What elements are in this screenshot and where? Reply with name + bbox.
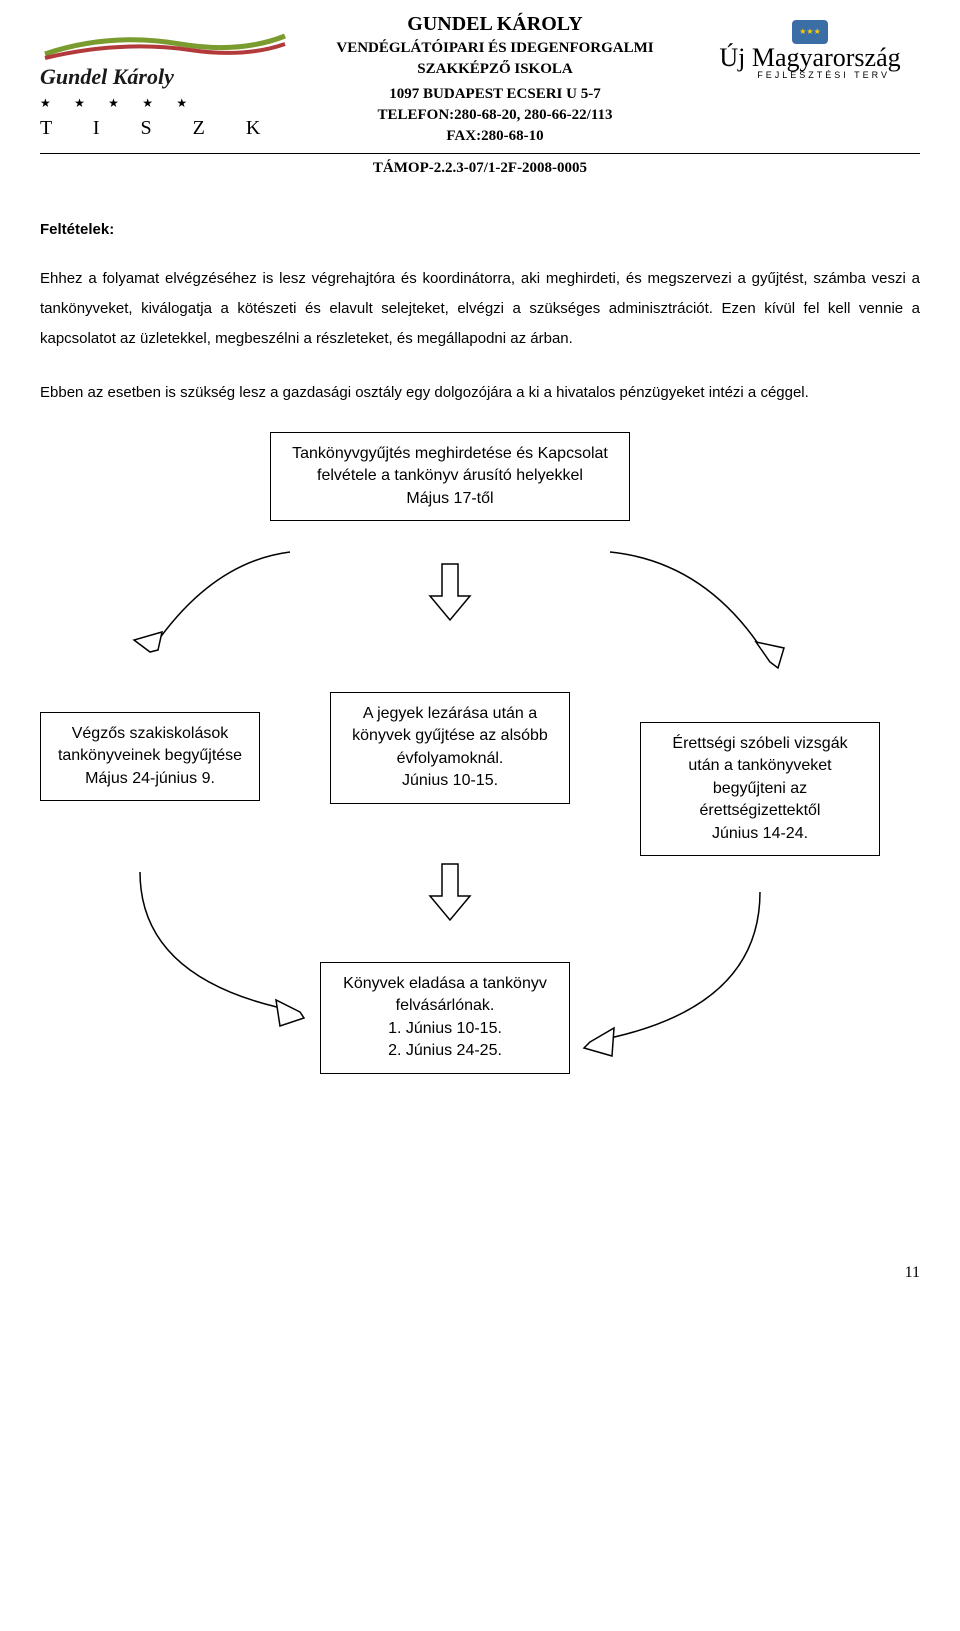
paragraph-1: Ehhez a folyamat elvégzéséhez is lesz vé… [40, 264, 920, 354]
header-subtitle-2: SZAKKÉPZŐ ISKOLA [300, 59, 690, 80]
flow-box-bottom: Könyvek eladása a tankönyv felvásárlónak… [320, 962, 570, 1074]
flow-box-top: Tankönyvgyűjtés meghirdetése és Kapcsola… [270, 432, 630, 521]
header-phone: TELEFON:280-68-20, 280-66-22/113 [300, 105, 690, 126]
logo-left-name: Gundel Károly [40, 62, 290, 93]
tamop-code: TÁMOP-2.2.3-07/1-2F-2008-0005 [40, 158, 920, 179]
arrow-down-2-icon [428, 862, 472, 922]
logo-right-script: Új Magyarország [700, 46, 920, 69]
header-title: GUNDEL KÁROLY [300, 10, 690, 38]
arrow-down-icon [428, 562, 472, 622]
header-fax: FAX:280-68-10 [300, 126, 690, 147]
flow-box-right: Érettségi szóbeli vizsgák után a tanköny… [640, 722, 880, 856]
flowchart: Tankönyvgyűjtés meghirdetése és Kapcsola… [40, 432, 920, 1252]
eu-flag-icon [792, 20, 828, 44]
arrow-down-left-icon [100, 542, 300, 682]
page-header: Gundel Károly ★ ★ ★ ★ ★ T I S Z K GUNDEL… [40, 0, 920, 154]
flow-box-mid: A jegyek lezárása után a könyvek gyűjtés… [330, 692, 570, 804]
arrow-down-right-icon [600, 542, 820, 692]
flow-box-left: Végzős szakiskolások tankönyveinek begyű… [40, 712, 260, 801]
header-address: 1097 BUDAPEST ECSERI U 5-7 [300, 84, 690, 105]
section-title: Feltételek: [40, 219, 920, 240]
page-number: 11 [40, 1262, 920, 1284]
logo-left: Gundel Károly ★ ★ ★ ★ ★ T I S Z K [40, 10, 290, 142]
arrow-right-to-bottom-icon [570, 882, 810, 1072]
header-center: GUNDEL KÁROLY VENDÉGLÁTÓIPARI ÉS IDEGENF… [290, 10, 700, 147]
arrow-left-to-bottom-icon [100, 862, 340, 1042]
swoosh-graphic [40, 22, 290, 62]
paragraph-2: Ebben az esetben is szükség lesz a gazda… [40, 378, 920, 408]
header-subtitle-1: VENDÉGLÁTÓIPARI ÉS IDEGENFORGALMI [300, 38, 690, 59]
logo-left-stars: ★ ★ ★ ★ ★ [40, 95, 290, 112]
logo-right: Új Magyarország FEJLESZTÉSI TERV [700, 10, 920, 82]
logo-left-tisz: T I S Z K [40, 114, 290, 142]
